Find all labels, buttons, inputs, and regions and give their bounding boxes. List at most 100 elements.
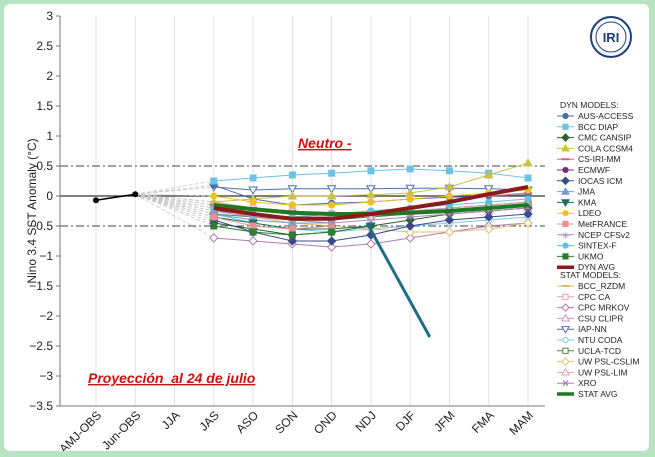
- x-tick-label: MAM: [506, 408, 536, 438]
- legend-item: MetFRANCE: [557, 219, 627, 229]
- data-point: [523, 218, 533, 228]
- data-point: [405, 233, 415, 243]
- data-point: [562, 380, 569, 387]
- data-point: [366, 189, 376, 199]
- data-point: [93, 197, 99, 204]
- legend-item: NTU CODA: [557, 335, 623, 345]
- legend-label: CPC CA: [578, 292, 610, 302]
- iri-logo-text: IRI: [603, 30, 620, 45]
- data-point: [561, 303, 570, 312]
- data-point: [485, 198, 493, 206]
- x-tick-label: Jun-OBS: [99, 408, 143, 451]
- data-point: [326, 236, 337, 246]
- y-tick-label: 0.5: [36, 159, 53, 173]
- data-point: [562, 112, 569, 120]
- data-point: [367, 167, 375, 175]
- series-observed: [93, 191, 139, 204]
- data-point: [444, 215, 455, 225]
- legend-label: UKMO: [578, 251, 604, 261]
- data-point: [328, 201, 336, 209]
- series-cola-ccsm4: [208, 157, 533, 206]
- data-point: ✳: [367, 216, 375, 227]
- series-line: [213, 225, 332, 236]
- legend-item: BCC DIAP: [557, 122, 618, 132]
- legend-label: KMA: [578, 197, 597, 207]
- data-point: [366, 185, 376, 194]
- extension-dashed-line: [135, 193, 214, 221]
- legend-item: JMA: [557, 187, 595, 197]
- y-axis-label: Nino 3.4 SST Anomaly (°C): [25, 138, 39, 283]
- y-tick-label: 2: [46, 69, 53, 83]
- data-point: [287, 190, 298, 200]
- data-point: [328, 169, 336, 177]
- data-point: [405, 227, 415, 237]
- x-tick-label: ASO: [233, 408, 261, 436]
- y-tick-label: 3: [46, 9, 53, 23]
- data-point: ✳: [485, 207, 493, 218]
- series-line: [95, 193, 136, 201]
- data-point: [483, 185, 494, 194]
- data-point: [249, 228, 257, 236]
- legend-item: COLA CCSM4: [557, 143, 633, 153]
- extension-dashed-line: [135, 193, 214, 197]
- legend-label: UCLA-TCD: [578, 346, 621, 356]
- x-tick-label: SON: [272, 408, 300, 436]
- legend-item: UCLA-TCD: [557, 346, 621, 356]
- x-tick-label: JFM: [431, 408, 457, 434]
- series-line: [213, 216, 332, 230]
- legend-label: DYN AVG: [578, 262, 615, 272]
- legend-label: BCC DIAP: [578, 122, 618, 132]
- extension-dashed-line: [135, 193, 214, 224]
- legend-item: DYN AVG: [557, 262, 615, 272]
- data-point: [444, 181, 455, 191]
- legend-item: CS-IRI-MM: [557, 154, 621, 164]
- legend-title: DYN MODELS:: [560, 100, 619, 110]
- data-point: [484, 212, 494, 222]
- data-point: [210, 213, 218, 221]
- date-note: Proyección al 24 de julio: [88, 370, 256, 386]
- y-tick-label: −3.5: [29, 399, 53, 413]
- data-point: [249, 174, 257, 182]
- legend-item: CPC CA: [557, 292, 610, 302]
- legend-label: CPC MRKOV: [578, 303, 630, 313]
- series-cpc-mrkov: [209, 218, 533, 252]
- data-point: [445, 192, 453, 200]
- legend-item: KMA: [557, 197, 597, 207]
- data-point: [562, 347, 569, 354]
- data-point: [561, 313, 570, 322]
- x-tick-label: NDJ: [353, 408, 379, 434]
- data-point: [561, 143, 570, 152]
- data-point: [524, 195, 532, 203]
- data-point: ✳: [406, 213, 414, 224]
- extension-dashed-line: [135, 180, 214, 195]
- legend-label: CS-IRI-MM: [578, 154, 621, 164]
- data-point: [561, 187, 570, 195]
- legend-item: XRO: [557, 378, 597, 388]
- legend-label: IAP-NN: [578, 324, 607, 334]
- series-line: [213, 213, 332, 224]
- data-point: [561, 133, 570, 142]
- data-point: [328, 228, 336, 236]
- legend-item: IOCAS ICM: [557, 176, 622, 186]
- legend-item: UW PSL-LIM: [557, 367, 628, 377]
- extension-dashed-line: [135, 193, 214, 215]
- data-point: [405, 221, 415, 231]
- legend-label: CMC CANSIP: [578, 133, 632, 143]
- x-tick-label: OND: [311, 408, 340, 437]
- data-point: [562, 210, 569, 217]
- legend-item: UKMO: [557, 251, 604, 261]
- data-point: [249, 198, 257, 206]
- y-tick-label: −2.5: [29, 339, 53, 353]
- legend-label: XRO: [578, 378, 597, 388]
- series-line: [213, 207, 529, 224]
- legend-item: AUS-ACCESS: [557, 111, 634, 121]
- legend-item: IAP-NN: [557, 324, 607, 334]
- data-point: [287, 236, 298, 246]
- x-tick-label: FMA: [469, 408, 497, 436]
- data-point: [562, 123, 569, 130]
- data-point: [288, 231, 296, 239]
- data-point: [561, 176, 570, 186]
- legend-label: BCC_RZDM: [578, 281, 625, 291]
- data-point: [210, 192, 218, 200]
